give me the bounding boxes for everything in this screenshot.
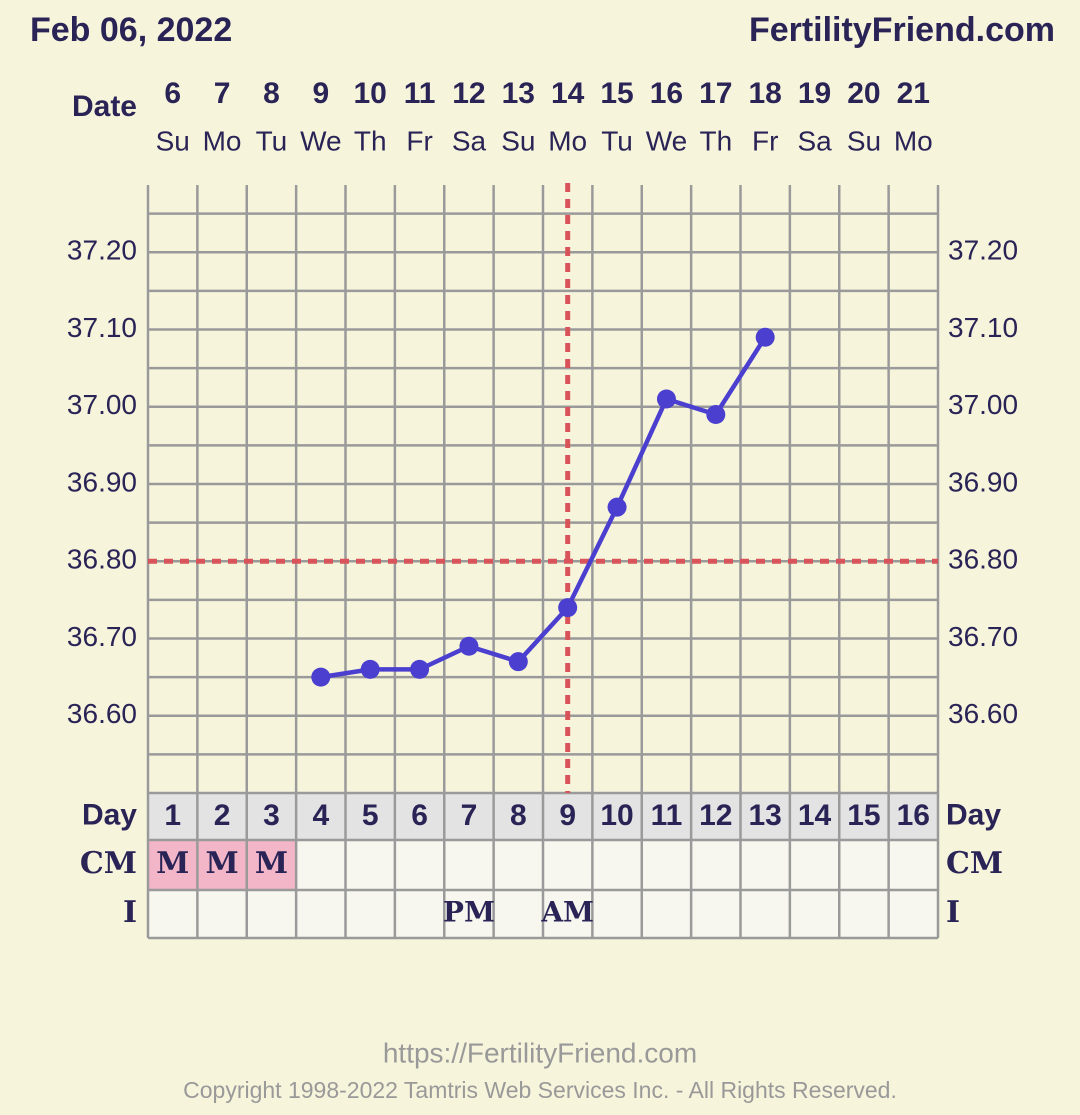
y-tick-label: 36.70 [948, 621, 1018, 652]
date-number: 8 [263, 77, 280, 110]
temperature-point [656, 389, 676, 409]
temperature-point [410, 659, 430, 679]
date-number: 10 [354, 77, 387, 110]
cm-label: CM [80, 846, 137, 881]
cm-label: CM [946, 846, 1003, 881]
day-number: 2 [214, 799, 231, 832]
footer-copyright: Copyright 1998-2022 Tamtris Web Services… [183, 1077, 897, 1103]
cm-cell [148, 840, 198, 890]
weekday: Mo [894, 125, 933, 156]
day-number: 16 [897, 799, 930, 832]
weekday: Tu [256, 125, 288, 156]
weekday: We [300, 125, 342, 156]
temperature-point [508, 652, 528, 672]
i-label: I [123, 895, 137, 930]
day-number: 14 [798, 799, 832, 832]
weekday: Mo [203, 125, 242, 156]
y-tick-label: 37.10 [67, 312, 137, 343]
temperature-point [360, 659, 380, 679]
y-tick-label: 36.70 [67, 621, 137, 652]
date-number: 19 [798, 77, 831, 110]
cm-value: M [156, 846, 189, 881]
y-tick-label: 37.20 [948, 235, 1018, 266]
chart-title: Feb 06, 2022 [30, 11, 232, 49]
weekday: We [646, 125, 688, 156]
y-tick-label: 36.80 [948, 544, 1018, 575]
day-number: 4 [312, 799, 329, 832]
day-number: 5 [362, 799, 379, 832]
date-number: 9 [312, 77, 329, 110]
day-number: 11 [651, 799, 683, 832]
weekday: Su [501, 125, 535, 156]
weekday: Sa [452, 125, 487, 156]
weekday: Fr [406, 125, 432, 156]
weekday: Su [847, 125, 881, 156]
y-tick-label: 36.60 [948, 698, 1018, 729]
weekday: Su [156, 125, 190, 156]
temperature-point [558, 598, 578, 618]
date-number: 14 [551, 77, 585, 110]
date-number: 7 [214, 77, 231, 110]
weekday: Th [699, 125, 732, 156]
cm-cell [246, 840, 297, 890]
day-number: 9 [559, 799, 576, 832]
date-number: 17 [699, 77, 732, 110]
temperature-line [320, 336, 768, 680]
y-tick-label: 36.90 [948, 466, 1018, 497]
day-number: 15 [847, 799, 880, 832]
y-tick-label: 37.00 [948, 389, 1018, 420]
temperature-point [706, 404, 726, 424]
y-tick-label: 37.20 [67, 235, 137, 266]
date-number: 18 [749, 77, 782, 110]
date-number: 21 [897, 77, 930, 110]
day-label: Day [946, 798, 1001, 831]
day-number: 12 [699, 799, 732, 832]
y-tick-label: 36.60 [67, 698, 137, 729]
day-number: 6 [411, 799, 428, 832]
day-number: 1 [164, 799, 181, 832]
weekday: Sa [797, 125, 832, 156]
weekday: Tu [601, 125, 633, 156]
temperature-point [607, 497, 627, 517]
intercourse-value: PM [443, 896, 495, 929]
y-tick-label: 37.00 [67, 389, 137, 420]
y-tick-label: 36.90 [67, 466, 137, 497]
date-number: 6 [164, 77, 181, 110]
day-number: 13 [749, 799, 782, 832]
day-number: 8 [510, 799, 527, 832]
weekday: Th [354, 125, 387, 156]
i-label: I [946, 895, 960, 930]
temperature-point [755, 327, 775, 347]
y-tick-label: 37.10 [948, 312, 1018, 343]
temperature-point [459, 636, 479, 656]
date-number: 12 [452, 77, 485, 110]
weekday: Fr [752, 125, 778, 156]
date-label: Date [72, 90, 137, 123]
date-number: 15 [600, 77, 633, 110]
day-number: 10 [600, 799, 633, 832]
cm-value: M [255, 846, 288, 881]
weekday: Mo [548, 125, 587, 156]
footer-url: https://FertilityFriend.com [383, 1037, 697, 1068]
y-tick-label: 36.80 [67, 544, 137, 575]
cm-value: M [205, 846, 238, 881]
site-name: FertilityFriend.com [749, 11, 1055, 49]
date-number: 16 [650, 77, 683, 110]
intercourse-value: AM [540, 896, 594, 929]
cm-cell [197, 840, 247, 890]
day-number: 3 [263, 799, 280, 832]
date-number: 20 [847, 77, 880, 110]
temperature-point [311, 667, 331, 687]
day-number: 7 [461, 799, 478, 832]
day-label: Day [82, 798, 137, 831]
date-number: 13 [502, 77, 535, 110]
date-number: 11 [404, 77, 436, 110]
